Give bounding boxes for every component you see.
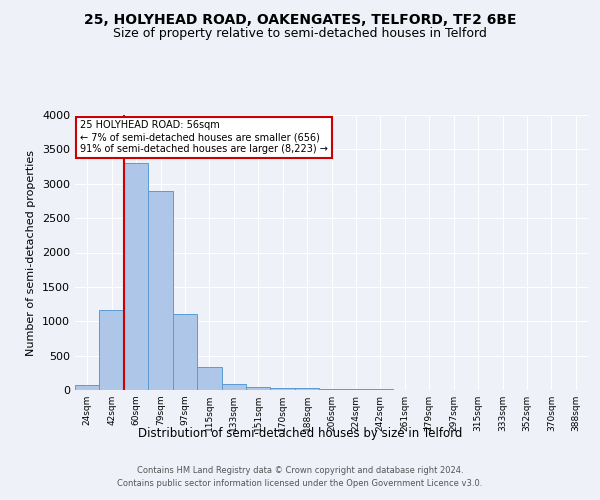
Bar <box>100 310 124 390</box>
Bar <box>319 389 344 390</box>
Text: Contains HM Land Registry data © Crown copyright and database right 2024.: Contains HM Land Registry data © Crown c… <box>137 466 463 475</box>
Text: 25, HOLYHEAD ROAD, OAKENGATES, TELFORD, TF2 6BE: 25, HOLYHEAD ROAD, OAKENGATES, TELFORD, … <box>84 12 516 26</box>
Text: Contains public sector information licensed under the Open Government Licence v3: Contains public sector information licen… <box>118 479 482 488</box>
Bar <box>148 192 173 390</box>
Bar <box>75 384 100 390</box>
Text: Distribution of semi-detached houses by size in Telford: Distribution of semi-detached houses by … <box>138 428 462 440</box>
Bar <box>221 384 246 390</box>
Bar <box>246 386 271 390</box>
Text: Size of property relative to semi-detached houses in Telford: Size of property relative to semi-detach… <box>113 28 487 40</box>
Text: 25 HOLYHEAD ROAD: 56sqm
← 7% of semi-detached houses are smaller (656)
91% of se: 25 HOLYHEAD ROAD: 56sqm ← 7% of semi-det… <box>80 120 328 154</box>
Bar <box>295 388 319 390</box>
Bar <box>197 368 221 390</box>
Bar <box>173 314 197 390</box>
Y-axis label: Number of semi-detached properties: Number of semi-detached properties <box>26 150 37 356</box>
Bar <box>271 388 295 390</box>
Bar <box>124 163 148 390</box>
